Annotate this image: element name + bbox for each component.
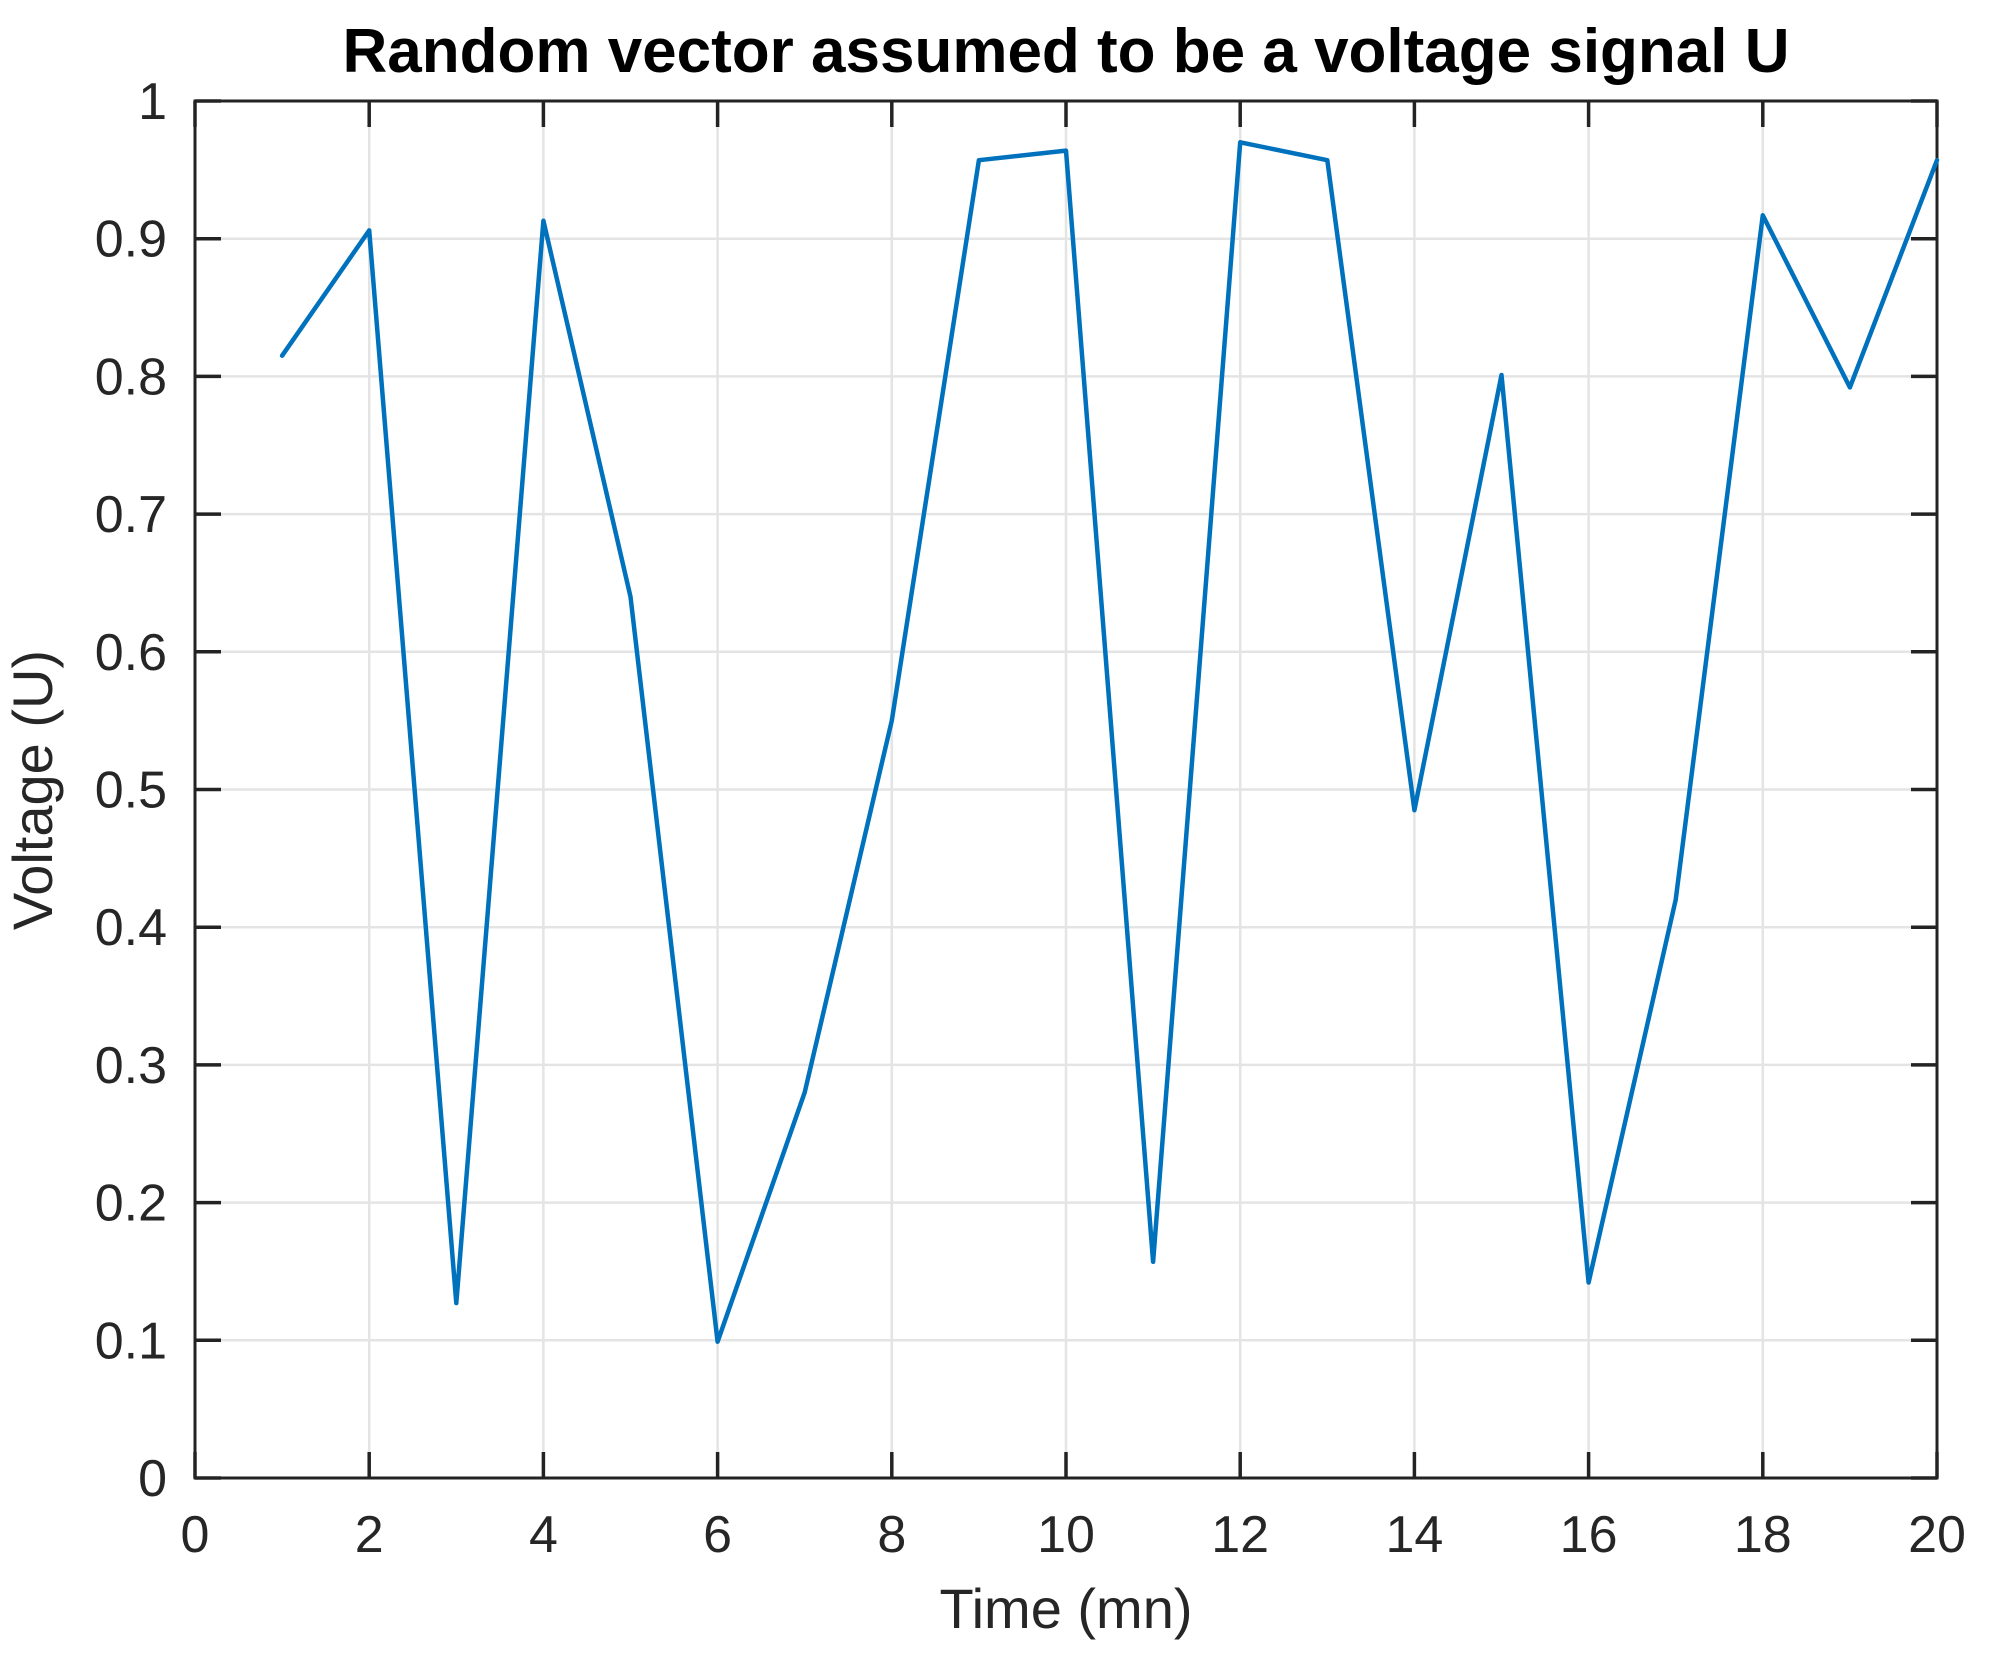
y-axis-label: Voltage (U)	[1, 650, 64, 930]
x-tick-label: 4	[529, 1506, 558, 1564]
y-tick-label: 0.4	[95, 899, 167, 957]
y-tick-label: 0.2	[95, 1175, 167, 1233]
y-tick-label: 0.7	[95, 486, 167, 544]
y-tick-label: 0.8	[95, 348, 167, 406]
x-tick-label: 2	[355, 1506, 384, 1564]
y-tick-label: 0.6	[95, 624, 167, 682]
grid-lines	[195, 101, 1937, 1478]
y-tick-label: 0.5	[95, 762, 167, 820]
voltage-signal-line	[279, 140, 1940, 1344]
y-tick-label: 0.1	[95, 1312, 167, 1370]
y-tick-label: 0	[138, 1450, 167, 1508]
y-tick-label: 0.3	[95, 1037, 167, 1095]
x-tick-label: 18	[1734, 1506, 1792, 1564]
y-tick-label: 1	[138, 73, 167, 131]
x-tick-label: 14	[1385, 1506, 1443, 1564]
x-tick-label: 8	[877, 1506, 906, 1564]
y-tick-label: 0.9	[95, 211, 167, 269]
x-tick-label: 20	[1908, 1506, 1966, 1564]
tick-marks	[193, 99, 1939, 1480]
x-tick-label: 6	[703, 1506, 732, 1564]
x-axis-label: Time (mn)	[939, 1577, 1192, 1640]
chart-title: Random vector assumed to be a voltage si…	[342, 17, 1789, 86]
x-tick-label: 16	[1560, 1506, 1618, 1564]
x-tick-label: 10	[1037, 1506, 1095, 1564]
data-series	[279, 140, 1940, 1344]
x-tick-label: 12	[1211, 1506, 1269, 1564]
tick-labels: 0 2 4 6 8 10 12 14 16 18 20 0 0.1 0.2 0.3 0.4 0.5 0.6 0.7 0…	[95, 73, 1966, 1564]
x-tick-label: 0	[181, 1506, 210, 1564]
